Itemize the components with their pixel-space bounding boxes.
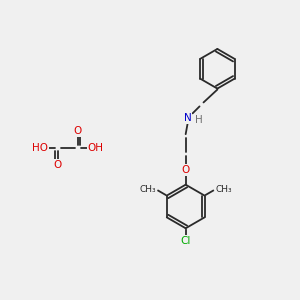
Text: Cl: Cl: [181, 236, 191, 246]
Text: O: O: [182, 165, 190, 175]
Text: N: N: [184, 113, 191, 123]
Text: O: O: [74, 126, 82, 136]
Text: CH₃: CH₃: [216, 184, 232, 194]
Text: H: H: [195, 115, 203, 125]
Text: O: O: [54, 160, 62, 170]
Text: CH₃: CH₃: [139, 184, 156, 194]
Text: OH: OH: [88, 143, 103, 153]
Text: HO: HO: [32, 143, 48, 153]
